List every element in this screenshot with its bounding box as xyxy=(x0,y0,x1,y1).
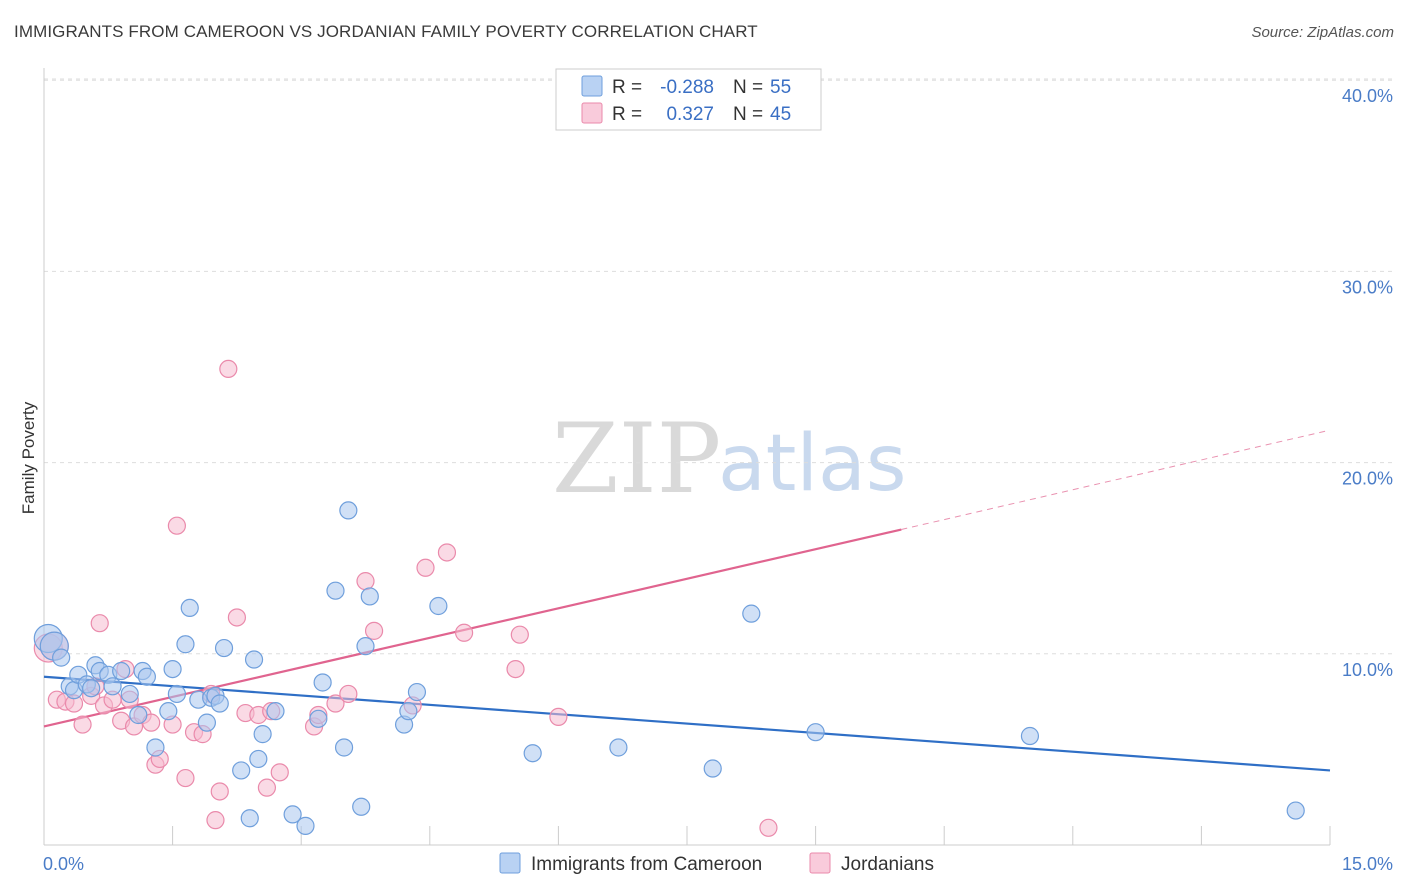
point-cameroon-46 xyxy=(399,702,418,721)
point-jordanians-28 xyxy=(227,608,246,627)
point-jordanians-37 xyxy=(339,684,358,704)
point-jordanians-26 xyxy=(210,782,229,801)
point-cameroon-27 xyxy=(210,694,229,713)
point-cameroon-31 xyxy=(244,650,264,669)
watermark-zip: ZIP xyxy=(552,403,721,515)
point-cameroon-32 xyxy=(249,749,268,769)
source-credit: Source: ZipAtlas.com xyxy=(1251,24,1394,41)
series-swatch-cameroon xyxy=(499,852,521,874)
point-cameroon-52 xyxy=(742,604,761,623)
point-cameroon-20 xyxy=(167,684,186,704)
series-label-jordanians: Jordanians xyxy=(841,854,934,875)
point-cameroon-28 xyxy=(214,638,234,658)
watermark: ZIP atlas xyxy=(552,403,907,515)
point-jordanians-39 xyxy=(364,621,384,640)
series-swatch-jordanians xyxy=(809,852,831,874)
point-jordanians-43 xyxy=(437,543,457,562)
point-jordanians-8 xyxy=(90,614,109,633)
x-tick-min: 0.0% xyxy=(43,854,84,874)
point-cameroon-48 xyxy=(429,596,448,616)
point-jordanians-41 xyxy=(416,558,435,577)
chart-title: IMMIGRANTS FROM CAMEROON VS JORDANIAN FA… xyxy=(14,22,758,41)
series-legend: Immigrants from Cameroon Jordanians xyxy=(499,852,934,875)
point-cameroon-24 xyxy=(197,713,216,732)
legend-r-label-2: R = xyxy=(612,104,642,125)
point-jordanians-44 xyxy=(506,659,525,679)
point-cameroon-53 xyxy=(806,723,825,742)
legend-n-label-2: N = xyxy=(733,104,763,125)
point-jordanians-42 xyxy=(454,623,474,642)
point-jordanians-27 xyxy=(219,359,238,379)
trend-line-jordanians xyxy=(43,528,902,728)
y-tick-label-1: 20.0% xyxy=(1342,469,1393,489)
legend-n-value-2: 45 xyxy=(770,104,791,125)
point-cameroon-42 xyxy=(352,797,371,816)
point-jordanians-36 xyxy=(326,694,345,713)
point-cameroon-11 xyxy=(103,677,122,696)
point-cameroon-7 xyxy=(82,679,101,698)
point-cameroon-18 xyxy=(159,702,178,721)
point-cameroon-22 xyxy=(180,598,199,618)
point-cameroon-50 xyxy=(609,738,628,757)
point-jordanians-31 xyxy=(257,778,277,797)
point-jordanians-5 xyxy=(73,715,92,734)
point-cameroon-39 xyxy=(326,581,345,600)
point-cameroon-13 xyxy=(120,684,139,704)
point-jordanians-20 xyxy=(167,516,186,535)
point-jordanians-47 xyxy=(759,818,778,837)
point-cameroon-29 xyxy=(232,761,251,780)
point-cameroon-35 xyxy=(283,805,302,824)
y-tick-label-0: 10.0% xyxy=(1342,660,1393,680)
y-tick-label-2: 30.0% xyxy=(1342,277,1393,297)
point-cameroon-54 xyxy=(1020,726,1040,746)
y-axis-label: Family Poverty xyxy=(19,401,38,514)
point-cameroon-44 xyxy=(360,587,379,606)
trend-line-jordanians-extension xyxy=(901,429,1331,531)
point-jordanians-21 xyxy=(176,768,195,788)
y-tick-label-3: 40.0% xyxy=(1342,86,1393,106)
point-cameroon-30 xyxy=(240,809,259,828)
point-jordanians-46 xyxy=(549,707,568,726)
point-cameroon-49 xyxy=(523,744,542,763)
point-cameroon-17 xyxy=(146,738,165,757)
point-cameroon-36 xyxy=(296,816,315,835)
point-cameroon-51 xyxy=(703,759,722,778)
point-cameroon-33 xyxy=(253,725,272,744)
point-cameroon-21 xyxy=(176,635,195,654)
correlation-legend: R = -0.288 N = 55 R = 0.327 N = 45 xyxy=(555,68,822,131)
legend-r-label-1: R = xyxy=(612,77,642,98)
point-cameroon-38 xyxy=(313,673,332,692)
point-cameroon-40 xyxy=(334,738,354,757)
point-cameroon-37 xyxy=(309,709,328,728)
trend-line-cameroon xyxy=(43,675,1331,772)
point-cameroon-12 xyxy=(112,661,131,681)
trend-lines xyxy=(43,429,1331,772)
point-cameroon-43 xyxy=(356,637,375,656)
point-cameroon-16 xyxy=(137,667,156,686)
legend-r-value-2: 0.327 xyxy=(666,104,714,125)
legend-swatch-blue xyxy=(581,75,603,97)
legend-n-value-1: 55 xyxy=(770,77,791,98)
point-cameroon-55 xyxy=(1286,801,1305,820)
point-jordanians-33 xyxy=(270,763,289,782)
data-points xyxy=(33,359,1305,837)
point-jordanians-25 xyxy=(206,811,225,830)
grid-lines xyxy=(44,78,1392,655)
point-cameroon-47 xyxy=(407,682,427,702)
y-tick-labels: 10.0% 20.0% 30.0% 40.0% xyxy=(1342,86,1393,680)
x-tick-max: 15.0% xyxy=(1342,854,1393,874)
series-label-cameroon: Immigrants from Cameroon xyxy=(531,854,762,875)
point-cameroon-14 xyxy=(129,705,148,725)
point-cameroon-2 xyxy=(52,648,71,667)
point-cameroon-34 xyxy=(266,702,285,721)
point-jordanians-38 xyxy=(356,572,375,591)
point-jordanians-45 xyxy=(510,625,529,644)
watermark-atlas: atlas xyxy=(718,419,907,509)
legend-n-label-1: N = xyxy=(733,77,763,98)
point-cameroon-19 xyxy=(163,659,182,679)
legend-swatch-pink xyxy=(581,102,603,124)
legend-r-value-1: -0.288 xyxy=(660,77,714,98)
point-cameroon-41 xyxy=(339,501,358,520)
